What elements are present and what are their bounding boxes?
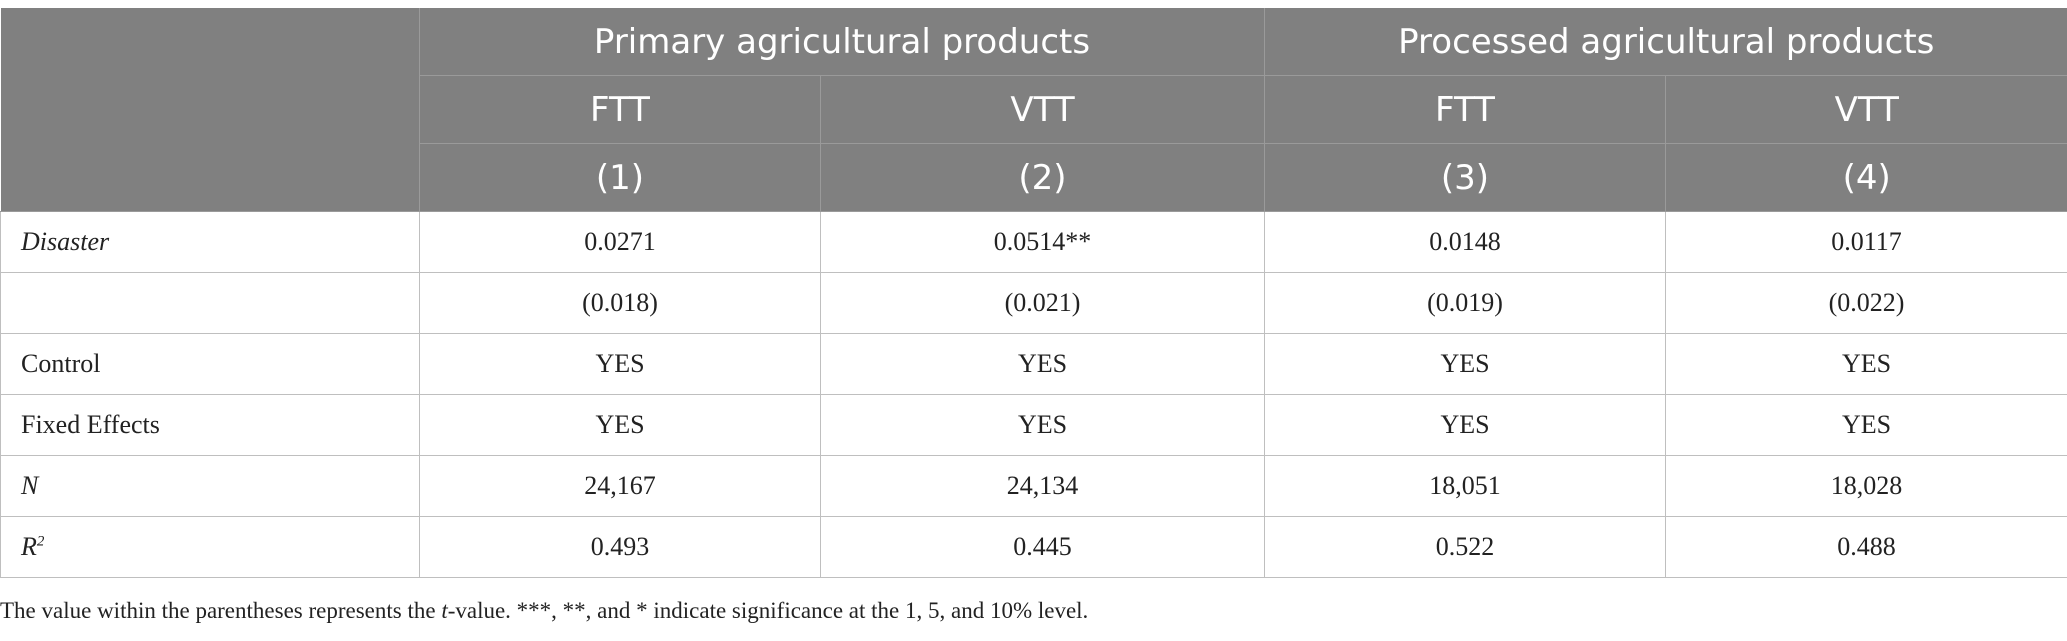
- cell-fixed-3: YES: [1264, 394, 1666, 456]
- header-row-groups: Primary agricultural products Processed …: [0, 8, 2067, 212]
- cell-tvalue-2: (0.021): [820, 272, 1265, 334]
- table-header: Primary agricultural products Processed …: [0, 8, 2067, 212]
- cell-disaster-4: 0.0117: [1665, 211, 2067, 273]
- cell-r2-2: 0.445: [820, 516, 1265, 578]
- cell-r2-1: 0.493: [419, 516, 821, 578]
- table-row-disaster: Disaster 0.0271 0.0514** 0.0148 0.0117: [0, 211, 2067, 273]
- header-row-nums: (1) (2) (3) (4): [1, 143, 2067, 212]
- header-num-1: (1): [419, 143, 821, 212]
- r2-label-text: R: [21, 532, 37, 561]
- row-label-disaster: Disaster: [0, 211, 420, 273]
- header-blank-cell: [0, 8, 420, 212]
- table-row-n: N 24,167 24,134 18,051 18,028: [0, 455, 2067, 517]
- cell-tvalue-4: (0.022): [1665, 272, 2067, 334]
- table-row-tvalues: (0.018) (0.021) (0.019) (0.022): [0, 272, 2067, 334]
- cell-r2-4: 0.488: [1665, 516, 2067, 578]
- cell-control-3: YES: [1264, 333, 1666, 395]
- cell-control-4: YES: [1665, 333, 2067, 395]
- results-table: Primary agricultural products Processed …: [0, 8, 2067, 578]
- row-label-control: Control: [0, 333, 420, 395]
- cell-fixed-2: YES: [820, 394, 1265, 456]
- cell-control-2: YES: [820, 333, 1265, 395]
- header-col-2: VTT: [820, 75, 1265, 144]
- cell-n-3: 18,051: [1264, 455, 1666, 517]
- table-row-fixed-effects: Fixed Effects YES YES YES YES: [0, 394, 2067, 456]
- header-num-3: (3): [1264, 143, 1666, 212]
- header-col-1: FTT: [419, 75, 821, 144]
- footnote-part1: The value within the parentheses represe…: [0, 598, 442, 623]
- table-footnote: The value within the parentheses represe…: [0, 598, 1088, 624]
- cell-n-1: 24,167: [419, 455, 821, 517]
- cell-fixed-4: YES: [1665, 394, 2067, 456]
- cell-n-2: 24,134: [820, 455, 1265, 517]
- cell-disaster-3: 0.0148: [1264, 211, 1666, 273]
- cell-disaster-1: 0.0271: [419, 211, 821, 273]
- cell-r2-3: 0.522: [1264, 516, 1666, 578]
- row-label-tvalues: [0, 272, 420, 334]
- cell-control-1: YES: [419, 333, 821, 395]
- table-row-control: Control YES YES YES YES: [0, 333, 2067, 395]
- cell-tvalue-3: (0.019): [1264, 272, 1666, 334]
- table-row-r2: R2 0.493 0.445 0.522 0.488: [0, 516, 2067, 578]
- cell-tvalue-1: (0.018): [419, 272, 821, 334]
- row-label-n: N: [0, 455, 420, 517]
- row-label-fixed-effects: Fixed Effects: [0, 394, 420, 456]
- header-col-3: FTT: [1264, 75, 1666, 144]
- results-table-container: Primary agricultural products Processed …: [0, 8, 2067, 578]
- header-col-4: VTT: [1665, 75, 2067, 144]
- header-group-primary: Primary agricultural products: [419, 8, 1265, 76]
- footnote-t-italic: t: [441, 598, 448, 623]
- header-num-2: (2): [820, 143, 1265, 212]
- header-num-4: (4): [1665, 143, 2067, 212]
- cell-fixed-1: YES: [419, 394, 821, 456]
- cell-disaster-2: 0.0514**: [820, 211, 1265, 273]
- footnote-part2: -value. ***, **, and * indicate signific…: [447, 598, 1089, 623]
- row-label-r2: R2: [0, 516, 420, 578]
- cell-n-4: 18,028: [1665, 455, 2067, 517]
- header-group-processed: Processed agricultural products: [1264, 8, 2067, 76]
- r2-superscript: 2: [36, 533, 45, 550]
- header-row-cols: FTT VTT FTT VTT: [1, 75, 2067, 144]
- table-body: Disaster 0.0271 0.0514** 0.0148 0.0117 (…: [0, 211, 2067, 578]
